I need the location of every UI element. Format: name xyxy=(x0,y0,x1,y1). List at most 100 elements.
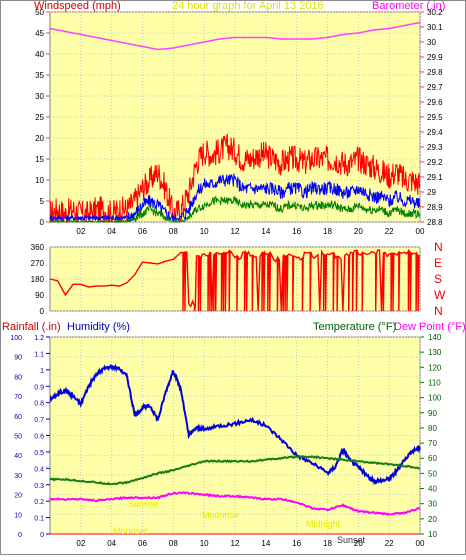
direction-y-tick-label: 360 xyxy=(31,243,45,252)
temp-y-tick-label: 20 xyxy=(428,515,437,524)
wind-y-tick-label: 5 xyxy=(40,197,45,206)
temp-x-tick-label: 02 xyxy=(76,539,85,548)
temp-x-tick-label: 14 xyxy=(261,539,270,548)
wind-x-tick-label: 08 xyxy=(169,227,178,236)
moonset-annotation: Moonset xyxy=(113,526,148,536)
midnight-annotation: Midnight xyxy=(306,519,341,529)
temp-x-tick-label: 00 xyxy=(416,539,425,548)
humidity-y-tick-label: 50 xyxy=(14,434,22,441)
humidity-y-tick-label: 60 xyxy=(14,414,22,421)
dew-point-line xyxy=(50,491,421,516)
wind-x-tick-label: 16 xyxy=(292,227,301,236)
wind-x-tick-label: 18 xyxy=(323,227,332,236)
humidity-y-tick-label: 80 xyxy=(14,374,22,381)
temp-x-tick-label: 06 xyxy=(138,539,147,548)
wind-x-tick-label: 02 xyxy=(76,227,85,236)
rain-y-tick-label: 0.2 xyxy=(34,499,44,506)
wind-x-tick-label: 06 xyxy=(138,227,147,236)
humidity-y-tick-label: 40 xyxy=(14,453,22,460)
temp-y-tick-label: 70 xyxy=(428,439,437,448)
humidity-y-tick-label: 100 xyxy=(10,335,22,342)
rain-y-tick-label: 0.9 xyxy=(34,384,44,391)
temp-y-tick-label: 40 xyxy=(428,485,437,494)
graph-title: 24 hour graph for April 13 2016 xyxy=(172,0,324,12)
windspeed-axis-label: Windspeed (mph) xyxy=(34,0,121,12)
baro-y-tick-label: 29.9 xyxy=(427,53,443,62)
baro-y-tick-label: 29.6 xyxy=(427,98,443,107)
baro-y-tick-label: 30 xyxy=(427,38,436,47)
direction-y-tick-label: 180 xyxy=(31,275,45,284)
compass-label: E xyxy=(434,256,442,270)
wind-x-tick-label: 20 xyxy=(354,227,363,236)
baro-y-tick-label: 29.7 xyxy=(427,83,443,92)
baro-y-tick-label: 30.2 xyxy=(427,8,443,17)
rainfall-axis-label: Rainfall (.in) xyxy=(2,321,61,333)
temp-x-tick-label: 08 xyxy=(169,539,178,548)
wind-x-tick-label: 22 xyxy=(385,227,394,236)
baro-y-tick-label: 29.4 xyxy=(427,128,443,137)
wind-y-tick-label: 45 xyxy=(35,29,44,38)
baro-y-tick-label: 29.5 xyxy=(427,113,443,122)
temp-x-tick-label: 12 xyxy=(231,539,240,548)
rain-y-tick-label: 0.7 xyxy=(34,417,44,424)
baro-y-tick-label: 30.1 xyxy=(427,23,443,32)
wind-x-tick-label: 14 xyxy=(261,227,270,236)
rain-y-tick-label: 0.4 xyxy=(34,466,44,473)
wind-x-tick-label: 12 xyxy=(231,227,240,236)
average-wind-line xyxy=(49,173,421,223)
temp-y-tick-label: 30 xyxy=(428,500,437,509)
temp-y-tick-label: 10 xyxy=(428,530,437,539)
rain-humidity-temperature-panel: 02 04 06 08 10 12 14 16 18 20 22 000102030405060708… xyxy=(10,333,442,548)
temp-x-tick-label: 22 xyxy=(385,539,394,548)
temp-plot-area xyxy=(49,336,421,535)
wind-y-tick-label: 35 xyxy=(35,71,44,80)
rain-y-tick-label: 0.5 xyxy=(34,450,44,457)
rain-y-tick-label: 0.6 xyxy=(34,434,44,441)
temperature-line xyxy=(49,455,421,486)
humidity-line xyxy=(49,363,421,486)
baro-y-tick-label: 29.1 xyxy=(427,173,443,182)
minimum-wind-line xyxy=(49,195,421,224)
compass-label: W xyxy=(434,288,446,302)
temp-y-tick-label: 130 xyxy=(428,348,442,357)
humidity-y-tick-label: 20 xyxy=(14,493,22,500)
dewpoint-axis-label: Dew Point (°F) xyxy=(394,321,466,333)
baro-y-tick-label: 29.2 xyxy=(427,158,443,167)
sunset-annotation: Sunset xyxy=(337,535,366,545)
temp-y-tick-label: 140 xyxy=(428,333,442,342)
baro-y-tick-label: 29.8 xyxy=(427,68,443,77)
temp-y-tick-label: 60 xyxy=(428,454,437,463)
compass-label: S xyxy=(434,272,442,286)
wind-barometer-panel: 02 04 06 08 10 12 14 16 18 20 22 000510152025303540… xyxy=(35,8,443,236)
baro-y-tick-label: 29 xyxy=(427,188,436,197)
moonrise-annotation: Moonrise xyxy=(202,510,239,520)
wind-y-tick-label: 20 xyxy=(35,134,44,143)
humidity-y-tick-label: 90 xyxy=(14,355,22,362)
temp-x-tick-label: 18 xyxy=(323,539,332,548)
compass-label: N xyxy=(434,240,443,254)
wind-x-tick-label: 10 xyxy=(200,227,209,236)
direction-y-tick-label: 0 xyxy=(40,307,45,316)
humidity-y-tick-label: 0 xyxy=(18,532,22,539)
baro-y-tick-label: 28.9 xyxy=(427,203,443,212)
humidity-y-tick-label: 10 xyxy=(14,512,22,519)
temp-y-tick-label: 120 xyxy=(428,363,442,372)
wind-y-tick-label: 0 xyxy=(40,218,45,227)
temp-x-tick-label: 10 xyxy=(200,539,209,548)
wind-x-tick-label: 04 xyxy=(107,227,116,236)
wind-y-tick-label: 50 xyxy=(35,8,44,17)
temp-y-tick-label: 100 xyxy=(428,394,442,403)
compass-label: N xyxy=(434,304,443,318)
humidity-y-tick-label: 70 xyxy=(14,394,22,401)
wind-x-tick-label: 00 xyxy=(416,227,425,236)
direction-y-tick-label: 90 xyxy=(35,291,44,300)
temp-x-tick-label: 04 xyxy=(107,539,116,548)
barometer-line xyxy=(49,21,421,51)
sunrise-annotation: Sunrise xyxy=(128,499,159,509)
rain-y-tick-label: 1.2 xyxy=(34,335,44,342)
temp-x-tick-label: 20 xyxy=(354,539,363,548)
temp-y-tick-label: 90 xyxy=(428,409,437,418)
rain-y-tick-label: 0.8 xyxy=(34,401,44,408)
